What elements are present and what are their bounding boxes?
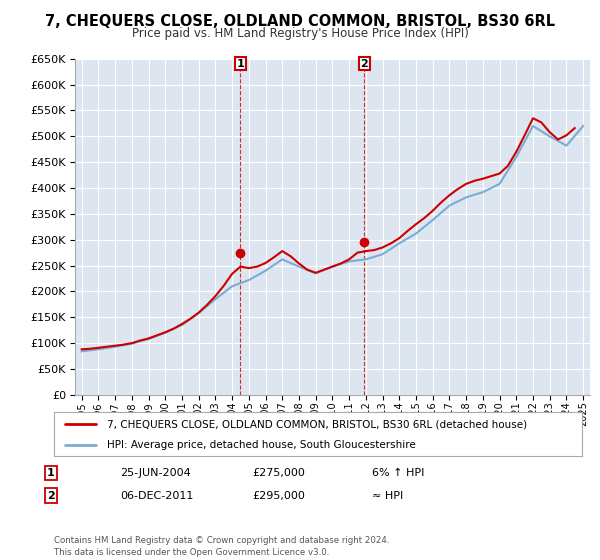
Text: 1: 1 — [47, 468, 55, 478]
Text: 1: 1 — [236, 59, 244, 69]
Text: 6% ↑ HPI: 6% ↑ HPI — [372, 468, 424, 478]
Text: 2: 2 — [361, 59, 368, 69]
Text: 7, CHEQUERS CLOSE, OLDLAND COMMON, BRISTOL, BS30 6RL (detached house): 7, CHEQUERS CLOSE, OLDLAND COMMON, BRIST… — [107, 419, 527, 429]
Text: 25-JUN-2004: 25-JUN-2004 — [120, 468, 191, 478]
Text: £295,000: £295,000 — [252, 491, 305, 501]
Text: 2: 2 — [47, 491, 55, 501]
Text: 7, CHEQUERS CLOSE, OLDLAND COMMON, BRISTOL, BS30 6RL: 7, CHEQUERS CLOSE, OLDLAND COMMON, BRIST… — [45, 14, 555, 29]
Text: ≈ HPI: ≈ HPI — [372, 491, 403, 501]
Text: 06-DEC-2011: 06-DEC-2011 — [120, 491, 193, 501]
Text: HPI: Average price, detached house, South Gloucestershire: HPI: Average price, detached house, Sout… — [107, 440, 416, 450]
Text: Contains HM Land Registry data © Crown copyright and database right 2024.
This d: Contains HM Land Registry data © Crown c… — [54, 536, 389, 557]
Text: £275,000: £275,000 — [252, 468, 305, 478]
Text: Price paid vs. HM Land Registry's House Price Index (HPI): Price paid vs. HM Land Registry's House … — [131, 27, 469, 40]
